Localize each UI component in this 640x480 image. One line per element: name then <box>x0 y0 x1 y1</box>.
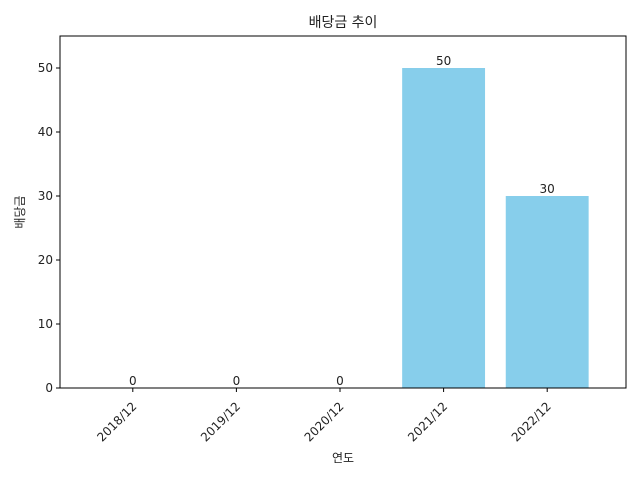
bar <box>402 68 486 388</box>
bar <box>505 196 589 388</box>
y-axis-label: 배당금 <box>13 195 27 228</box>
plot-frame <box>59 35 627 389</box>
x-axis-label: 연도 <box>332 451 354 465</box>
y-tick-label: 40 <box>38 125 53 139</box>
y-tick-label: 20 <box>38 253 53 267</box>
bar-value-label: 30 <box>540 182 555 196</box>
y-tick-label: 10 <box>38 317 53 331</box>
bar-value-label: 0 <box>336 374 344 388</box>
bar-value-label: 50 <box>436 54 451 68</box>
y-tick-label: 0 <box>45 381 53 395</box>
bar-value-label: 0 <box>129 374 137 388</box>
y-tick-label: 50 <box>38 61 53 75</box>
chart-title: 배당금 추이 <box>309 15 378 31</box>
bar-value-label: 0 <box>233 374 241 388</box>
y-tick-label: 30 <box>38 189 53 203</box>
